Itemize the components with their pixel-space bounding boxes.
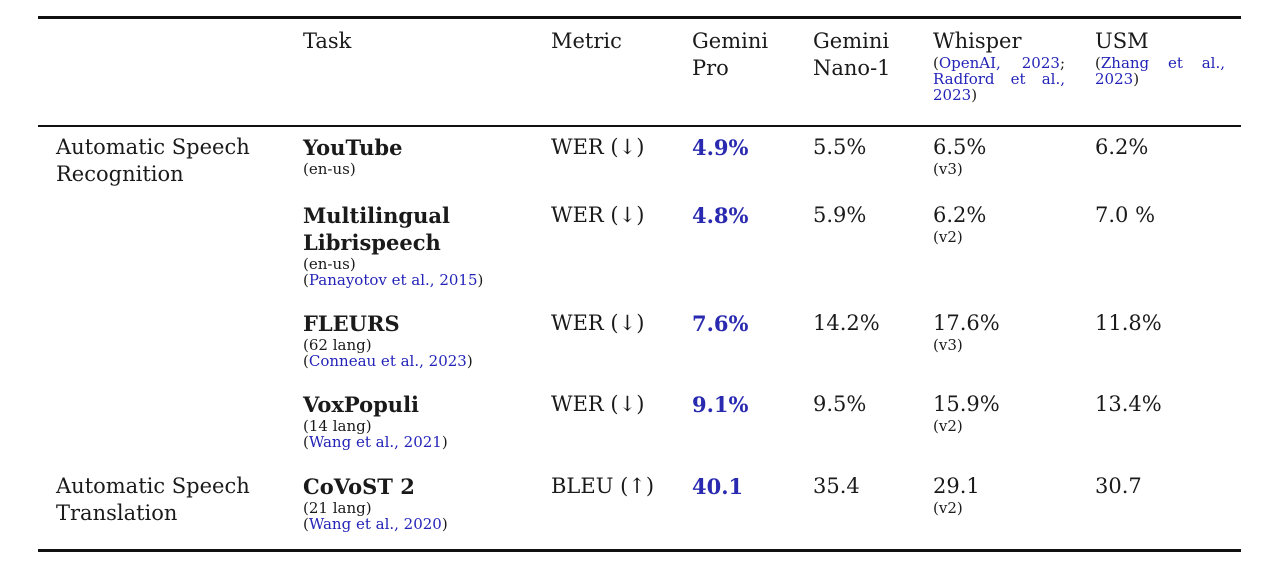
header-task: Task bbox=[303, 28, 351, 55]
table-row-task: VoxPopuli (14 lang) (Wang et al., 2021) bbox=[303, 391, 448, 450]
table-header-rule bbox=[38, 125, 1241, 127]
metric-cell: BLEU (↑) bbox=[551, 473, 654, 500]
score-cell: 7.0 % bbox=[1095, 202, 1155, 229]
metric-cell: WER (↓) bbox=[551, 391, 644, 418]
best-score-cell: 4.8% bbox=[692, 202, 749, 229]
score-cell: 11.8% bbox=[1095, 310, 1162, 337]
score-cell: 35.4 bbox=[813, 473, 860, 500]
score-cell: 6.2% (v2) bbox=[933, 202, 986, 245]
citation-link[interactable]: Conneau et al., 2023 bbox=[309, 352, 467, 370]
group-label-ast: Automatic Speech Translation bbox=[56, 473, 250, 527]
score-cell: 17.6% (v3) bbox=[933, 310, 1000, 353]
metric-cell: WER (↓) bbox=[551, 310, 644, 337]
table-bottom-rule bbox=[38, 549, 1241, 552]
score-cell: 15.9% (v2) bbox=[933, 391, 1000, 434]
metric-cell: WER (↓) bbox=[551, 134, 644, 161]
citation-link[interactable]: 2023 bbox=[1095, 70, 1133, 88]
citation-link[interactable]: 2023 bbox=[933, 86, 971, 104]
score-cell: 5.9% bbox=[813, 202, 866, 229]
score-cell: 30.7 bbox=[1095, 473, 1142, 500]
table-top-rule bbox=[38, 16, 1241, 19]
score-cell: 13.4% bbox=[1095, 391, 1162, 418]
header-whisper: Whisper (OpenAI, 2023; Radford et al., 2… bbox=[933, 28, 1065, 103]
table-row-task: YouTube (en-us) bbox=[303, 134, 402, 177]
citation-link[interactable]: Wang et al., 2021 bbox=[309, 433, 442, 451]
header-gemini-pro: Gemini Pro bbox=[692, 28, 768, 82]
best-score-cell: 40.1 bbox=[692, 473, 743, 500]
metric-cell: WER (↓) bbox=[551, 202, 644, 229]
score-cell: 5.5% bbox=[813, 134, 866, 161]
score-cell: 29.1 (v2) bbox=[933, 473, 980, 516]
best-score-cell: 4.9% bbox=[692, 134, 749, 161]
citation-link[interactable]: Wang et al., 2020 bbox=[309, 515, 442, 533]
best-score-cell: 9.1% bbox=[692, 391, 749, 418]
best-score-cell: 7.6% bbox=[692, 310, 749, 337]
header-usm: USM (Zhang et al., 2023) bbox=[1095, 28, 1225, 87]
score-cell: 6.5% (v3) bbox=[933, 134, 986, 177]
group-label-asr: Automatic Speech Recognition bbox=[56, 134, 250, 188]
table-row-task: FLEURS (62 lang) (Conneau et al., 2023) bbox=[303, 310, 473, 369]
table-row-task: Multilingual Librispeech (en-us) (Panayo… bbox=[303, 202, 483, 288]
score-cell: 14.2% bbox=[813, 310, 880, 337]
table-row-task: CoVoST 2 (21 lang) (Wang et al., 2020) bbox=[303, 473, 448, 532]
header-metric: Metric bbox=[551, 28, 622, 55]
score-cell: 6.2% bbox=[1095, 134, 1148, 161]
citation-link[interactable]: Panayotov et al., 2015 bbox=[309, 271, 478, 289]
score-cell: 9.5% bbox=[813, 391, 866, 418]
header-gemini-nano: Gemini Nano-1 bbox=[813, 28, 891, 82]
